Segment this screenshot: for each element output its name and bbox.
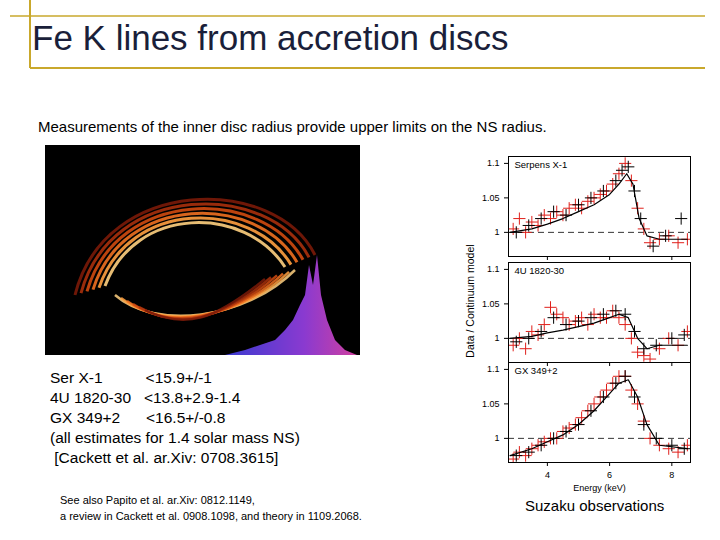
svg-text:Energy (keV): Energy (keV) (573, 483, 626, 493)
html-text:Ser X-1 <15.9+/-1 4U 1820-30 <: Ser X-1 <15.9+/-1 4U 1820-30 <13.8+2.9-1… (50, 369, 300, 466)
svg-text:6: 6 (607, 470, 612, 480)
svg-text:1.1: 1.1 (487, 264, 500, 274)
svg-text:8: 8 (669, 470, 674, 480)
svg-text:1.05: 1.05 (482, 399, 500, 409)
svg-text:4: 4 (545, 470, 550, 480)
svg-text:4U 1820-30: 4U 1820-30 (515, 265, 565, 276)
html-text:Data / Continuum model: Data / Continuum model (464, 244, 476, 358)
svg-text:1.05: 1.05 (482, 299, 500, 309)
svg-text:GX 349+2: GX 349+2 (515, 365, 558, 376)
html-text:Suzaku observations: Suzaku observations (525, 497, 665, 514)
svg-text:1.1: 1.1 (487, 364, 500, 374)
svg-text:1: 1 (494, 227, 499, 237)
html-text:Measurements of the inner disc: Measurements of the inner disc radius pr… (38, 118, 547, 135)
svg-text:1: 1 (494, 333, 499, 343)
html-text:See also Papito et al. ar.Xiv:: See also Papito et al. ar.Xiv: 0812.1149… (60, 494, 362, 522)
svg-text:Serpens X-1: Serpens X-1 (515, 159, 568, 170)
svg-text:1.05: 1.05 (482, 193, 500, 203)
svg-text:1: 1 (494, 433, 499, 443)
html-text:Fe K lines from accretion disc: Fe K lines from accretion discs (32, 18, 509, 57)
svg-text:1.1: 1.1 (487, 158, 500, 168)
